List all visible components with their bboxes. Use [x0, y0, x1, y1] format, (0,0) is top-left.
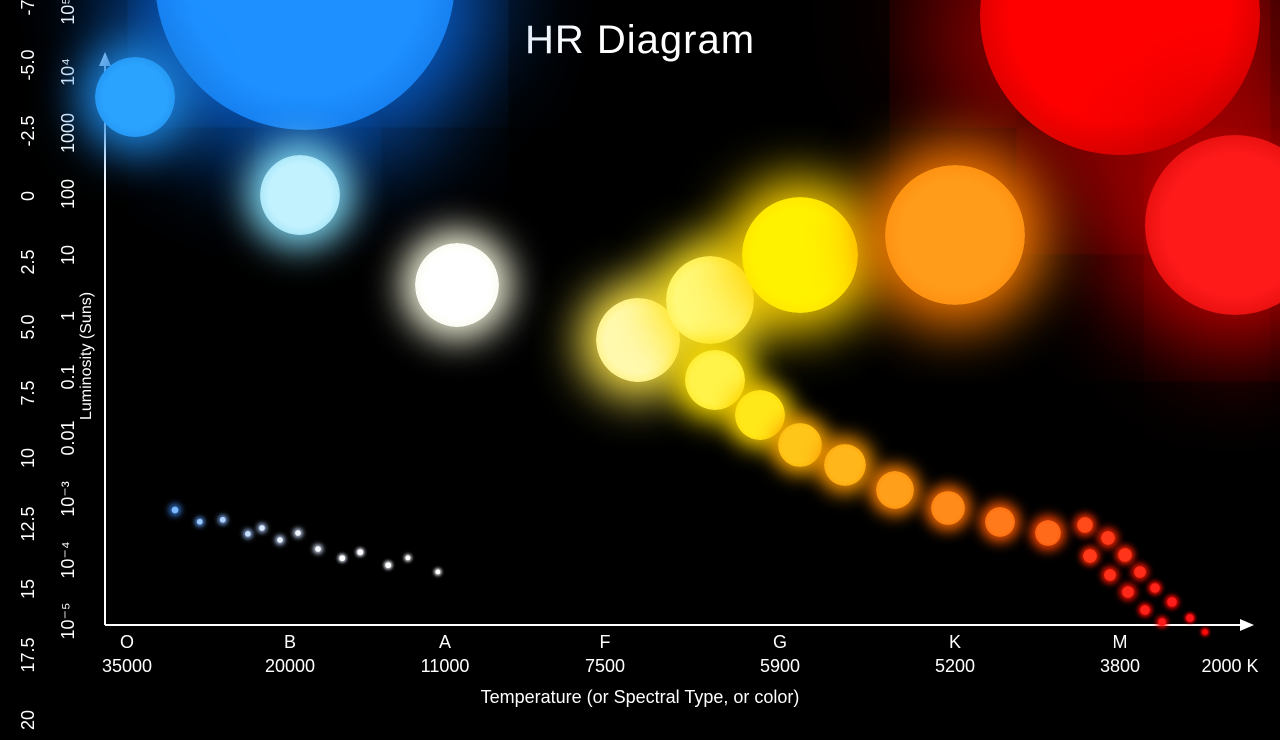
y-axis-label: Luminosity (Suns): [78, 292, 96, 420]
y-outer-tick: 0: [18, 176, 39, 216]
star: [1202, 629, 1208, 635]
x-temperature-tick: 20000: [265, 656, 315, 677]
x-spectral-tick: B: [284, 632, 296, 653]
star: [405, 555, 410, 560]
star: [95, 57, 175, 137]
y-outer-tick: 20: [18, 700, 39, 740]
star: [666, 256, 754, 344]
star: [931, 491, 965, 525]
star: [435, 569, 440, 574]
y-inner-tick: 10⁵: [58, 0, 79, 35]
star: [1118, 548, 1132, 562]
star: [1083, 549, 1097, 563]
star: [1158, 618, 1166, 626]
x-spectral-tick: F: [600, 632, 611, 653]
star: [357, 549, 363, 555]
star: [1167, 597, 1177, 607]
star: [1035, 520, 1061, 546]
star: [415, 243, 499, 327]
star: [220, 517, 226, 523]
chart-title: HR Diagram: [525, 18, 755, 63]
y-inner-tick: 1000: [58, 109, 79, 157]
y-outer-tick: 5.0: [18, 307, 39, 347]
y-inner-tick: 10: [58, 231, 79, 279]
star: [1145, 135, 1280, 315]
x-temperature-tick: 5200: [935, 656, 975, 677]
y-outer-tick: -5.0: [18, 45, 39, 85]
y-inner-tick: 10⁻⁴: [58, 536, 79, 584]
star: [277, 537, 283, 543]
y-inner-tick: 10⁻³: [58, 475, 79, 523]
star: [385, 562, 391, 568]
star: [1122, 586, 1134, 598]
star: [885, 165, 1025, 305]
star: [197, 519, 203, 525]
star: [1101, 531, 1115, 545]
y-outer-tick: 12.5: [18, 504, 39, 544]
x-temperature-tick: 35000: [102, 656, 152, 677]
y-outer-tick: 17.5: [18, 635, 39, 675]
y-outer-tick: 2.5: [18, 242, 39, 282]
hr-diagram-chart: HR Diagram -7.5 -5.0 -2.5 0 2.5 5.0 7.5 10 12.5 1…: [0, 0, 1280, 720]
star: [1150, 583, 1160, 593]
star: [1140, 605, 1150, 615]
x-spectral-tick: A: [439, 632, 451, 653]
y-inner-tick: 10⁻⁵: [58, 597, 79, 645]
star: [876, 471, 914, 509]
x-temperature-tick: 5900: [760, 656, 800, 677]
star: [824, 444, 866, 486]
star: [339, 555, 345, 561]
y-inner-tick: 100: [58, 170, 79, 218]
star: [778, 423, 822, 467]
x-temperature-tick: 7500: [585, 656, 625, 677]
x-temperature-tick: 11000: [421, 656, 470, 677]
star: [259, 525, 265, 531]
star: [295, 530, 301, 536]
x-axis-label: Temperature (or Spectral Type, or color): [481, 687, 800, 708]
x-spectral-tick: O: [120, 632, 134, 653]
star: [155, 0, 455, 130]
x-spectral-tick: M: [1113, 632, 1128, 653]
star: [1134, 566, 1146, 578]
star: [260, 155, 340, 235]
x-spectral-tick: K: [949, 632, 961, 653]
star: [315, 546, 321, 552]
y-inner-tick: 0.01: [58, 414, 79, 462]
y-outer-tick: -7.5: [18, 0, 39, 20]
y-inner-tick: 10⁴: [58, 48, 79, 96]
y-inner-tick: 0.1: [58, 353, 79, 401]
x-temperature-tick: 2000 K: [1201, 656, 1258, 677]
y-outer-tick: -2.5: [18, 111, 39, 151]
star: [1186, 614, 1194, 622]
star: [245, 531, 251, 537]
star: [1104, 569, 1116, 581]
star: [685, 350, 745, 410]
star: [1077, 517, 1093, 533]
star: [172, 507, 179, 514]
y-outer-tick: 10: [18, 438, 39, 478]
y-inner-tick: 1: [58, 292, 79, 340]
star: [735, 390, 785, 440]
y-outer-tick: 7.5: [18, 373, 39, 413]
star: [985, 507, 1015, 537]
x-spectral-tick: G: [773, 632, 787, 653]
star: [742, 197, 858, 313]
star: [980, 0, 1260, 155]
y-outer-tick: 15: [18, 569, 39, 609]
x-temperature-tick: 3800: [1100, 656, 1140, 677]
